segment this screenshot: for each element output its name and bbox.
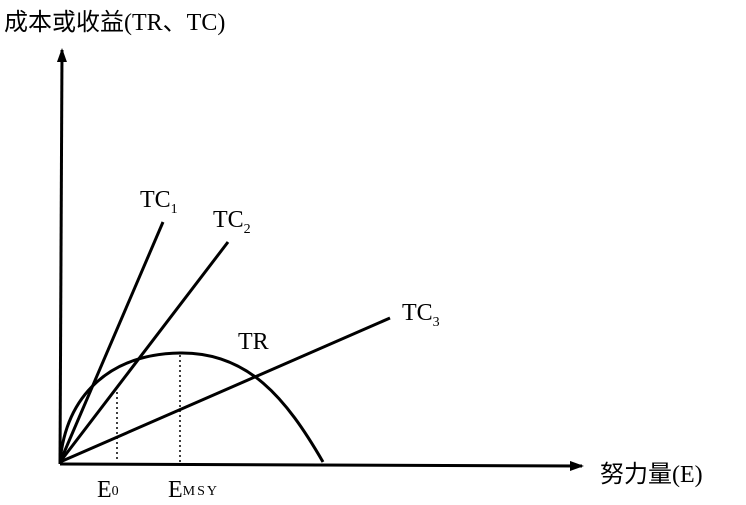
x-axis xyxy=(59,460,584,471)
label-main: E xyxy=(97,477,112,503)
y-axis xyxy=(56,48,67,465)
label-sub: 3 xyxy=(433,315,440,330)
curve-label: TC1 xyxy=(140,187,178,217)
label-main: TC xyxy=(213,207,244,233)
y-axis-label: 成本或收益(TR、TC) xyxy=(4,9,225,36)
tr-curve xyxy=(58,351,325,463)
label-sub: 0 xyxy=(112,484,119,499)
x-axis-label: 努力量(E) xyxy=(600,461,703,488)
tc3-line xyxy=(59,316,391,464)
tc2-line xyxy=(58,241,230,463)
label-main: TC xyxy=(402,300,433,326)
curve-label: TC3 xyxy=(402,300,440,330)
tc1-line xyxy=(58,221,165,463)
point-label: E0 xyxy=(97,477,119,503)
label-sub: 1 xyxy=(171,202,178,217)
curve-label: TR xyxy=(238,329,269,355)
label-sub: 2 xyxy=(244,222,251,237)
label-main: TR xyxy=(238,329,269,355)
label-sub: MSY xyxy=(183,484,219,499)
point-label: EMSY xyxy=(168,477,219,503)
curve-label: TC2 xyxy=(213,207,251,237)
label-main: TC xyxy=(140,187,171,213)
label-main: E xyxy=(168,477,183,503)
